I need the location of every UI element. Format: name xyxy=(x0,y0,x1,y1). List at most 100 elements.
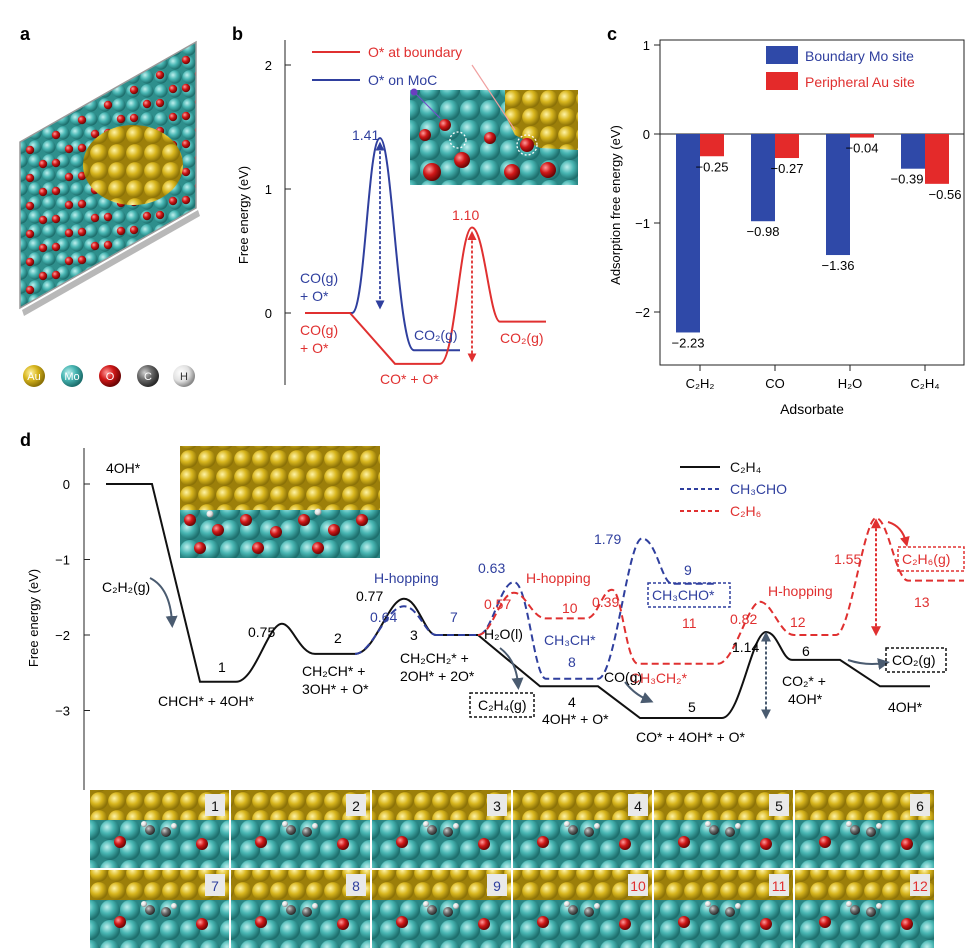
snapshot-number-bg xyxy=(628,874,648,896)
oxygen-atom xyxy=(77,227,87,237)
b-barrier-red: 1.10 xyxy=(452,207,479,223)
snapshot-number: 11 xyxy=(772,878,787,894)
oxygen-atom xyxy=(90,241,100,251)
oxygen-atom xyxy=(38,187,48,197)
snapshot-c-atom xyxy=(161,907,171,917)
panel-label-b: b xyxy=(232,24,243,44)
snapshot-h-atom xyxy=(564,821,570,827)
d-y-tick-label: −1 xyxy=(55,553,70,568)
d-label-h2o: H₂O(l) xyxy=(484,626,523,642)
d-arrow-c2h4-release xyxy=(499,647,524,690)
d-label-cog: CO(g) xyxy=(604,669,642,685)
snapshot-o-atom xyxy=(760,838,772,850)
oxygen-atom xyxy=(142,211,152,221)
snapshot-number-bg xyxy=(628,794,648,816)
snapshot-h-atom xyxy=(312,903,318,909)
oxygen-atom xyxy=(90,129,100,139)
snapshot-number: 2 xyxy=(352,798,360,814)
oxygen-atom xyxy=(64,228,74,238)
d-curve-ch3cho-hhop xyxy=(354,605,437,655)
d-label-s3a: CH₂CH₂* + xyxy=(400,650,469,666)
snapshot-c-atom xyxy=(427,825,437,835)
b-label-end-blue: CO₂(g) xyxy=(414,327,458,343)
oxygen-atom xyxy=(103,212,113,222)
d-label-b179: 1.79 xyxy=(594,531,621,547)
snapshot-h-atom xyxy=(141,901,147,907)
snapshot-o-atom xyxy=(678,916,690,928)
svg-text:H: H xyxy=(180,371,188,383)
oxygen-atom xyxy=(38,215,48,225)
snapshot-h-atom xyxy=(594,823,600,829)
snapshot-h-atom xyxy=(171,903,177,909)
d-curve-ch3cho xyxy=(436,537,714,680)
snapshot-number-bg xyxy=(487,794,507,816)
c-plot-frame xyxy=(659,39,965,366)
snapshot-h-atom xyxy=(453,903,459,909)
oxygen-atom xyxy=(155,98,165,108)
snapshot-h-atom xyxy=(423,901,429,907)
legend-atom-c: C xyxy=(137,365,159,387)
panel-a-slab-image xyxy=(19,40,200,316)
d-label-b2: 0.77 xyxy=(356,588,383,604)
c-y-tick-label: 1 xyxy=(643,38,650,53)
snapshot-c-atom xyxy=(286,905,296,915)
snapshot-o-atom xyxy=(619,838,631,850)
snapshot-number-bg xyxy=(205,794,225,816)
d-label-s1: CHCH* + 4OH* xyxy=(158,693,255,709)
d-label-n8: 8 xyxy=(568,654,576,670)
c-y-tick-label: −2 xyxy=(635,305,650,320)
oxygen-atom xyxy=(155,70,165,80)
snapshot-c-atom xyxy=(850,825,860,835)
c-bar-peripheral-au xyxy=(925,134,949,184)
snapshot-c-atom xyxy=(584,907,594,917)
snapshot-o-atom xyxy=(255,836,267,848)
b-label-start-red-1: CO(g) xyxy=(300,322,338,338)
oxygen-atom xyxy=(129,225,139,235)
c-x-tick-label: C₂H₄ xyxy=(910,376,939,391)
oxygen-atom xyxy=(129,85,139,95)
d-label-b155: 1.55 xyxy=(834,551,861,567)
snapshot-tile: 5 xyxy=(654,790,793,868)
snapshot-c-atom xyxy=(145,825,155,835)
d-label-hhop-red1: H-hopping xyxy=(526,570,591,586)
d-legend: C₂H₄ CH₃CHO C₂H₆ xyxy=(680,459,787,519)
snapshot-h-atom xyxy=(171,823,177,829)
oxygen-atom xyxy=(181,83,191,93)
b-legend-red-label: O* at boundary xyxy=(368,44,462,60)
c-value-label-blue: −2.23 xyxy=(672,335,705,350)
b-label-start-blue-1: CO(g) xyxy=(300,270,338,286)
c-bar-peripheral-au xyxy=(775,134,799,159)
snapshot-h-atom xyxy=(846,901,852,907)
d-label-b1: 0.75 xyxy=(248,624,275,640)
snapshot-number: 3 xyxy=(493,798,501,814)
b-label-start-red-2: + O* xyxy=(300,340,329,356)
d-arrow-co-release xyxy=(624,681,654,704)
panel-label-a: a xyxy=(20,24,31,44)
oxygen-atom xyxy=(168,84,178,94)
c-bar-boundary-mo xyxy=(676,134,700,333)
snapshot-h-atom xyxy=(876,823,882,829)
oxygen-atom xyxy=(38,271,48,281)
d-label-hhop-red2: H-hopping xyxy=(768,583,833,599)
snapshot-number-bg xyxy=(205,874,225,896)
snapshot-o-atom xyxy=(678,836,690,848)
oxygen-atom xyxy=(181,55,191,65)
snapshot-c-atom xyxy=(427,905,437,915)
b-legend: O* at boundary O* on MoC xyxy=(312,44,462,88)
c-value-label-blue: −0.98 xyxy=(747,224,780,239)
mo-atom-icon xyxy=(61,365,83,387)
c-legend-blue-label: Boundary Mo site xyxy=(805,48,914,64)
d-box-ch3cho xyxy=(647,582,731,608)
snapshot-c-atom xyxy=(725,907,735,917)
snapshot-c-atom xyxy=(709,905,719,915)
d-label-ch3ch2: CH₃CH₂* xyxy=(630,670,688,686)
c-bar-peripheral-au xyxy=(850,134,874,138)
oxygen-atom xyxy=(38,159,48,169)
h-atom-icon xyxy=(173,365,195,387)
c-y-tick-label: −1 xyxy=(635,216,650,231)
d-label-b082: 0.82 xyxy=(730,611,757,627)
panel-a-legend: Au Mo O C H xyxy=(23,365,195,387)
d-legend-ch3cho-label: CH₃CHO xyxy=(730,481,787,497)
snapshot-number: 4 xyxy=(634,798,642,814)
